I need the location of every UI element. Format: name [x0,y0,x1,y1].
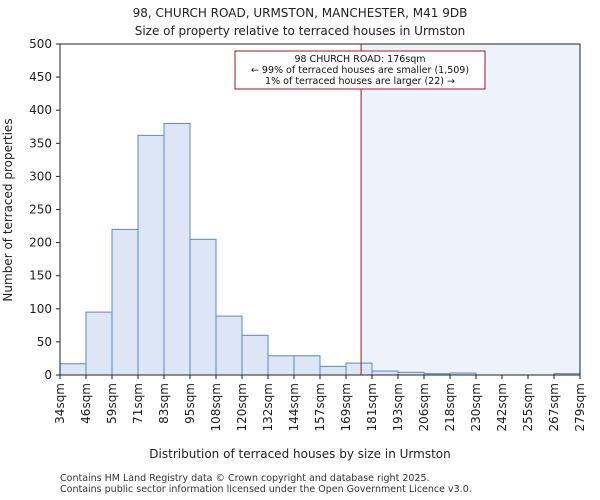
x-tick-label: 120sqm [235,383,249,431]
footer-line-1: Contains HM Land Registry data © Crown c… [60,473,430,484]
x-tick-label: 132sqm [261,383,275,431]
bar-132sqm [267,355,295,376]
x-tick-label: 242sqm [495,383,509,431]
x-tick-label: 279sqm [573,383,587,431]
bar-144sqm [293,355,321,376]
x-tick-label: 157sqm [313,383,327,431]
chart-title: 98, CHURCH ROAD, URMSTON, MANCHESTER, M4… [133,6,468,20]
x-tick-label: 46sqm [79,383,93,424]
annotation-line-3: 1% of terraced houses are larger (22) → [265,76,455,87]
y-tick-label: 100 [29,302,52,316]
bar-59sqm [111,228,139,376]
y-tick-label: 350 [29,136,52,150]
bar-157sqm [319,365,347,376]
x-tick-label: 144sqm [287,383,301,431]
annotation-border [234,50,486,90]
x-axis-ticks: 34sqm 46sqm 59sqm 71sqm 83sqm 95sqm 108sqm 120s… [53,375,587,431]
annotation-line-1: 98 CHURCH ROAD: 176sqm [294,54,425,65]
x-tick-label: 169sqm [339,383,353,431]
x-tick-label: 181sqm [365,383,379,431]
plot-frame [59,43,581,376]
y-tick-label: 300 [29,169,52,183]
y-axis-label: Number of terraced properties [1,118,15,301]
bar-34sqm [59,363,87,376]
x-tick-label: 193sqm [391,383,405,431]
y-tick-label: 450 [29,70,52,84]
footer-line-2: Contains public sector information licen… [60,484,472,495]
y-tick-label: 250 [29,203,52,217]
x-tick-label: 267sqm [547,383,561,431]
bar-83sqm [163,122,191,376]
x-tick-label: 59sqm [105,383,119,424]
y-tick-label: 400 [29,103,52,117]
larger-properties-region [361,44,580,375]
y-tick-label: 50 [37,335,52,349]
y-tick-label: 500 [29,37,52,51]
bar-46sqm [85,311,113,376]
x-tick-label: 71sqm [131,383,145,424]
annotation-box: 98 CHURCH ROAD: 176sqm ← 99% of terraced… [234,50,486,90]
y-axis-ticks: 0 50 100 150 200 250 300 350 400 450 500 [29,37,60,382]
chart-subtitle: Size of property relative to terraced ho… [135,24,466,38]
y-tick-label: 0 [44,368,52,382]
x-tick-label: 83sqm [157,383,171,424]
x-axis-label: Distribution of terraced houses by size … [149,447,450,461]
bar-181sqm [371,370,399,376]
x-tick-label: 218sqm [443,383,457,431]
bar-108sqm [215,315,243,376]
x-tick-label: 206sqm [417,383,431,431]
y-tick-label: 200 [29,236,52,250]
x-tick-label: 95sqm [183,383,197,424]
bar-120sqm [241,334,269,376]
bar-169sqm [345,362,373,376]
bars-group [59,122,581,376]
bar-95sqm [189,238,217,376]
annotation-line-2: ← 99% of terraced houses are smaller (1,… [251,65,469,76]
x-tick-label: 34sqm [53,383,67,424]
y-tick-label: 150 [29,269,52,283]
bar-71sqm [137,134,165,376]
x-tick-label: 255sqm [521,383,535,431]
x-tick-label: 108sqm [209,383,223,431]
x-tick-label: 230sqm [469,383,483,431]
